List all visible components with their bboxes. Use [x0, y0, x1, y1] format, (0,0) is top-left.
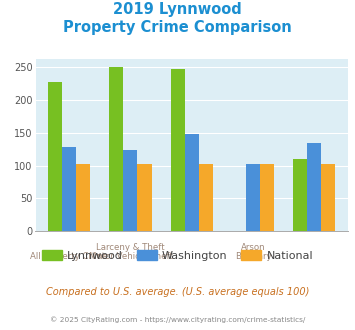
Text: Motor Vehicle Theft: Motor Vehicle Theft — [88, 252, 173, 261]
Text: Property Crime Comparison: Property Crime Comparison — [63, 20, 292, 35]
Bar — [76, 164, 90, 231]
Text: Larceny & Theft: Larceny & Theft — [96, 243, 165, 251]
Text: 2019 Lynnwood: 2019 Lynnwood — [113, 2, 242, 16]
Bar — [321, 164, 335, 231]
Bar — [109, 67, 124, 231]
Bar — [260, 164, 274, 231]
Legend: Lynnwood, Washington, National: Lynnwood, Washington, National — [37, 246, 318, 265]
Bar — [293, 159, 307, 231]
Bar — [137, 164, 152, 231]
Text: Burglary: Burglary — [235, 252, 271, 261]
Bar — [170, 69, 185, 231]
Text: Compared to U.S. average. (U.S. average equals 100): Compared to U.S. average. (U.S. average … — [46, 287, 309, 297]
Bar — [124, 150, 137, 231]
Bar — [307, 143, 321, 231]
Text: All Property Crime: All Property Crime — [30, 252, 108, 261]
Bar — [246, 164, 260, 231]
Bar — [62, 147, 76, 231]
Text: © 2025 CityRating.com - https://www.cityrating.com/crime-statistics/: © 2025 CityRating.com - https://www.city… — [50, 317, 305, 323]
Bar — [185, 134, 199, 231]
Bar — [48, 82, 62, 231]
Text: Arson: Arson — [241, 243, 265, 251]
Bar — [199, 164, 213, 231]
